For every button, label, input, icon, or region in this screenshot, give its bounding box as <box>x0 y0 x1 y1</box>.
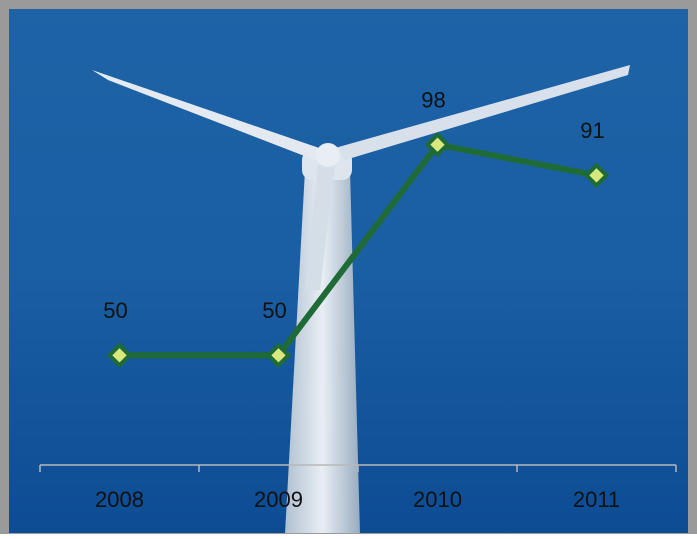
data-label: 50 <box>262 298 286 323</box>
x-tick-label: 2008 <box>95 487 144 512</box>
line <box>119 141 598 359</box>
x-tick-label: 2009 <box>254 487 303 512</box>
data-label: 50 <box>103 298 127 323</box>
data-label: 98 <box>421 87 445 112</box>
marker <box>424 131 451 158</box>
data-label: 91 <box>580 118 604 143</box>
x-tick-label: 2010 <box>413 487 462 512</box>
marker <box>265 342 292 369</box>
turbine-illustration <box>92 65 630 534</box>
marker <box>583 162 610 189</box>
marker <box>106 342 133 369</box>
x-tick-label: 2011 <box>573 487 620 512</box>
